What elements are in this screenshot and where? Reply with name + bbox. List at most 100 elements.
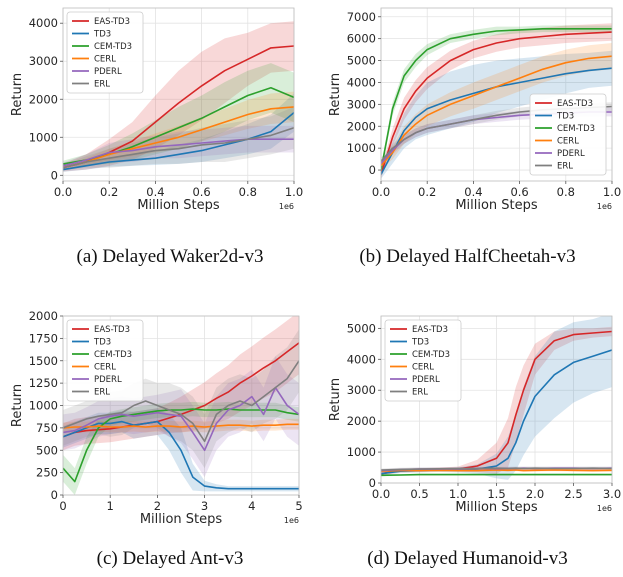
legend: EAS-TD3 TD3 CEM-TD3 CERL PDERL ERL [529, 93, 607, 176]
y-tick-label: 0 [51, 488, 58, 502]
legend: EAS-TD3 TD3 CEM-TD3 CERL PDERL ERL [66, 11, 144, 94]
legend-label: CEM-TD3 [94, 350, 132, 360]
data-layer [63, 316, 299, 495]
y-tick-label: 1750 [29, 331, 58, 345]
x-tick-label: 0.0 [372, 185, 390, 199]
legend-label: EAS-TD3 [412, 325, 448, 335]
x-tick-label: 0 [59, 499, 66, 513]
y-tick-label: 3000 [347, 383, 376, 397]
x-offset-label: 1e6 [597, 202, 612, 211]
y-tick-label: 7000 [347, 10, 376, 24]
y-tick-label: 3000 [29, 54, 58, 68]
legend-label: CERL [412, 363, 434, 373]
y-tick-label: 3000 [347, 97, 376, 111]
y-tick-label: 0 [369, 163, 376, 177]
series-line-cerl [381, 55, 612, 167]
legend-label: ERL [412, 388, 428, 398]
x-tick-label: 1.5 [487, 487, 505, 501]
legend-label: PDERL [557, 149, 585, 159]
y-axis-label: Return [10, 73, 25, 116]
series-band-td3 [381, 50, 612, 179]
y-tick-label: 250 [36, 466, 58, 480]
legend-label: PDERL [94, 375, 122, 385]
x-tick-label: 1.0 [603, 185, 621, 199]
caption-d: (d) Delayed Humanoid-v3 [367, 548, 568, 569]
series-line-pderl [63, 138, 294, 167]
series-band-eas-td3 [381, 23, 612, 179]
data-layer [381, 316, 612, 480]
y-tick-label: 1500 [29, 354, 58, 368]
series-band-cem-td3 [63, 63, 294, 167]
series-line-cerl [63, 106, 294, 169]
x-tick-label: 0.2 [100, 185, 118, 199]
y-tick-label: 5000 [347, 54, 376, 68]
y-tick-label: 2000 [29, 309, 58, 323]
caption-a: (a) Delayed Waker2d-v3 [76, 246, 264, 267]
y-tick-label: 1000 [29, 399, 58, 413]
x-axis-label: Million Steps [455, 500, 538, 515]
legend-label: CERL [94, 363, 116, 373]
series-band-erl [63, 106, 294, 171]
legend-label: CERL [94, 55, 116, 65]
series-line-pderl [63, 386, 299, 452]
series-band-cerl [63, 418, 299, 434]
series-band-eas-td3 [63, 21, 294, 172]
x-tick-label: 1.0 [285, 185, 303, 199]
legend-label: CEM-TD3 [94, 42, 132, 52]
legend-box [66, 319, 144, 402]
caption-c: (c) Delayed Ant-v3 [96, 548, 244, 569]
y-axis-label: Return [328, 73, 343, 116]
x-tick-label: 0.5 [410, 487, 428, 501]
series-line-eas-td3 [381, 31, 612, 175]
legend-label: TD3 [93, 338, 111, 348]
series-line-td3 [63, 420, 299, 490]
x-offset-label: 1e6 [279, 202, 294, 211]
y-tick-label: 2000 [347, 119, 376, 133]
x-tick-label: 3 [201, 499, 208, 513]
y-tick-label: 500 [36, 443, 58, 457]
series-line-td3 [63, 111, 294, 171]
y-tick-label: 1000 [347, 141, 376, 155]
series-band-pderl [381, 107, 612, 167]
x-axis-label: Million Steps [455, 198, 538, 213]
y-tick-label: 1000 [347, 445, 376, 459]
legend-box [66, 11, 144, 94]
y-tick-label: 4000 [347, 75, 376, 89]
series-band-td3 [63, 93, 294, 172]
y-tick-label: 4000 [29, 16, 58, 30]
legend-label: EAS-TD3 [557, 99, 593, 109]
x-tick-label: 2 [154, 499, 161, 513]
y-tick-label: 4000 [347, 352, 376, 366]
legend: EAS-TD3 TD3 CEM-TD3 CERL PDERL ERL [66, 319, 144, 402]
chart-panel-1: 0.0 0.2 0.4 0.6 0.8 1.0 0 1000 2000 3000 4000 5000 6… [328, 7, 621, 213]
legend-label: CERL [557, 137, 579, 147]
x-axis-label: Million Steps [137, 198, 220, 213]
x-tick-label: 1.0 [449, 487, 467, 501]
y-tick-label: 1250 [29, 376, 58, 390]
series-line-cerl [63, 423, 299, 429]
y-tick-label: 0 [369, 476, 376, 490]
legend-label: EAS-TD3 [94, 325, 130, 335]
legend-label: PDERL [94, 67, 122, 77]
series-line-erl [63, 127, 294, 169]
plot-frame [380, 7, 613, 182]
x-tick-label: 0.6 [192, 185, 210, 199]
plot-frame [62, 7, 295, 182]
series-band-pderl [63, 125, 294, 169]
y-tick-label: 6000 [347, 32, 376, 46]
x-tick-label: 0.0 [54, 185, 72, 199]
series-line-cem-td3 [63, 408, 299, 483]
x-tick-label: 0.0 [372, 487, 390, 501]
y-tick-label: 0 [51, 168, 58, 182]
x-tick-label: 3.0 [603, 487, 621, 501]
series-line-cerl [381, 469, 612, 472]
x-tick-label: 0.6 [510, 185, 528, 199]
series-line-cem-td3 [381, 473, 612, 477]
legend-label: TD3 [93, 30, 111, 40]
legend-label: CEM-TD3 [412, 350, 450, 360]
caption-b: (b) Delayed HalfCheetah-v3 [359, 246, 576, 267]
x-tick-label: 5 [295, 499, 302, 513]
legend-label: TD3 [556, 112, 574, 122]
series-band-eas-td3 [381, 326, 612, 476]
